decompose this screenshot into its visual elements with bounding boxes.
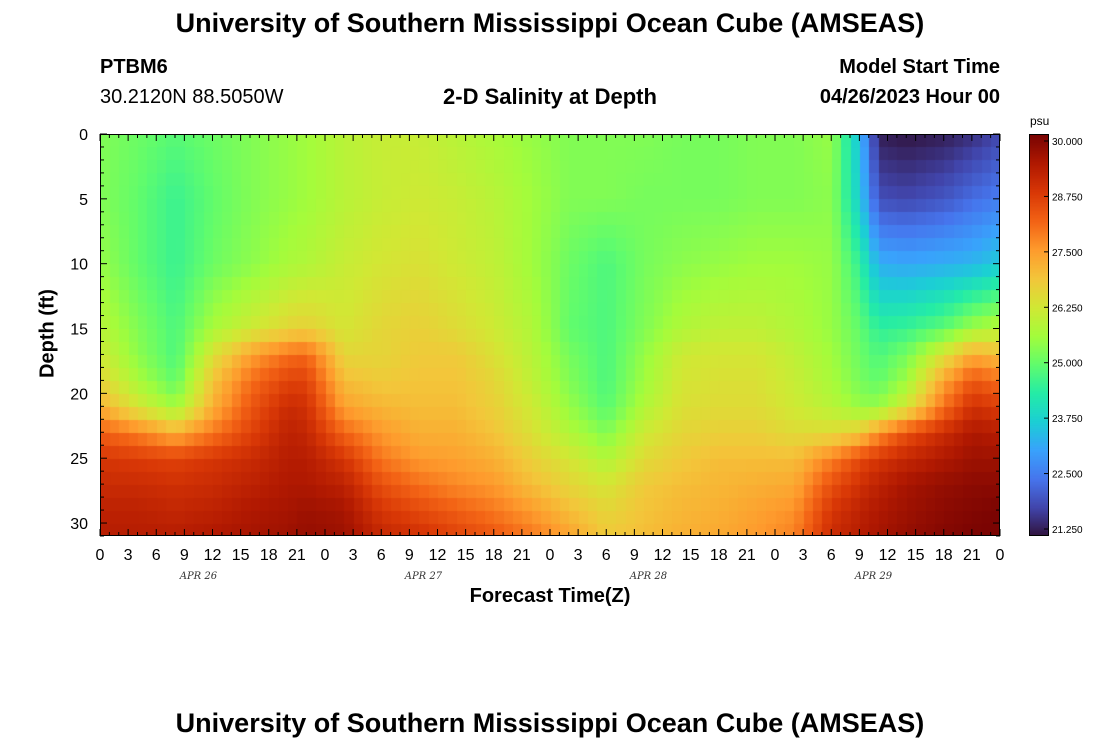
chart-subtitle: 2-D Salinity at Depth <box>443 84 657 109</box>
x-axis-label: Forecast Time(Z) <box>469 585 631 607</box>
colorbar-tick-label: 28.750 <box>1052 192 1083 203</box>
colorbar-tick-label: 26.250 <box>1052 303 1083 314</box>
footer-title: University of Southern Mississippi Ocean… <box>175 708 925 738</box>
x-tick-label: 0 <box>96 547 105 564</box>
x-tick-label: 15 <box>682 547 700 564</box>
x-tick-label: 9 <box>855 547 864 564</box>
colorbar-tick-label: 25.000 <box>1052 359 1083 370</box>
y-tick-label: 25 <box>70 451 88 468</box>
x-tick-label: 0 <box>771 547 780 564</box>
x-tick-label: 6 <box>827 547 836 564</box>
x-tick-label: 3 <box>124 547 133 564</box>
colorbar-tick-label: 22.500 <box>1052 470 1083 481</box>
x-tick-label: 9 <box>180 547 189 564</box>
x-tick-label: 0 <box>321 547 330 564</box>
x-tick-label: 3 <box>799 547 808 564</box>
y-tick-label: 0 <box>79 127 88 144</box>
colorbar <box>1029 134 1049 536</box>
y-tick-label: 10 <box>70 257 88 274</box>
station-coordinates: 30.2120N 88.5050W <box>100 86 284 108</box>
colorbar-tick-label: 30.000 <box>1052 137 1083 148</box>
x-tick-label: 21 <box>288 547 306 564</box>
x-tick-label: 12 <box>429 547 447 564</box>
x-tick-label: 18 <box>485 547 503 564</box>
y-tick-label: 5 <box>79 192 88 209</box>
x-tick-label: 3 <box>349 547 358 564</box>
x-tick-label: 18 <box>710 547 728 564</box>
day-label: APR 28 <box>629 571 667 582</box>
x-tick-label: 6 <box>377 547 386 564</box>
x-tick-label: 21 <box>513 547 531 564</box>
colorbar-tick-label: 27.500 <box>1052 248 1083 259</box>
y-tick-label: 15 <box>70 322 88 339</box>
model-start-value: 04/26/2023 Hour 00 <box>819 86 1000 108</box>
x-tick-label: 15 <box>457 547 475 564</box>
x-tick-label: 15 <box>907 547 925 564</box>
x-tick-label: 12 <box>204 547 222 564</box>
x-tick-label: 21 <box>738 547 756 564</box>
colorbar-gradient <box>1030 135 1048 535</box>
y-tick-label: 20 <box>70 386 88 403</box>
colorbar-tick-label: 23.750 <box>1052 414 1083 425</box>
x-tick-label: 12 <box>654 547 672 564</box>
day-label: APR 26 <box>179 571 218 582</box>
x-tick-label: 9 <box>405 547 414 564</box>
x-tick-label: 18 <box>260 547 278 564</box>
colorbar-unit-label: psu <box>1030 114 1050 128</box>
y-tick-label: 30 <box>70 516 88 533</box>
x-tick-label: 0 <box>996 547 1005 564</box>
day-label: APR 29 <box>854 571 893 582</box>
x-tick-label: 3 <box>574 547 583 564</box>
x-tick-label: 12 <box>879 547 897 564</box>
model-start-label: Model Start Time <box>839 56 1000 78</box>
x-tick-label: 18 <box>935 547 953 564</box>
colorbar-tick-label: 21.250 <box>1052 525 1083 536</box>
chart-title: University of Southern Mississippi Ocean… <box>175 8 925 38</box>
x-tick-label: 21 <box>963 547 981 564</box>
x-tick-label: 6 <box>602 547 611 564</box>
salinity-heatmap <box>101 135 999 535</box>
x-tick-label: 9 <box>630 547 639 564</box>
x-tick-label: 0 <box>546 547 555 564</box>
day-label: APR 27 <box>404 571 443 582</box>
heatmap-plot-area <box>100 134 1000 536</box>
station-id: PTBM6 <box>100 56 168 78</box>
x-tick-label: 6 <box>152 547 161 564</box>
x-tick-label: 15 <box>232 547 250 564</box>
